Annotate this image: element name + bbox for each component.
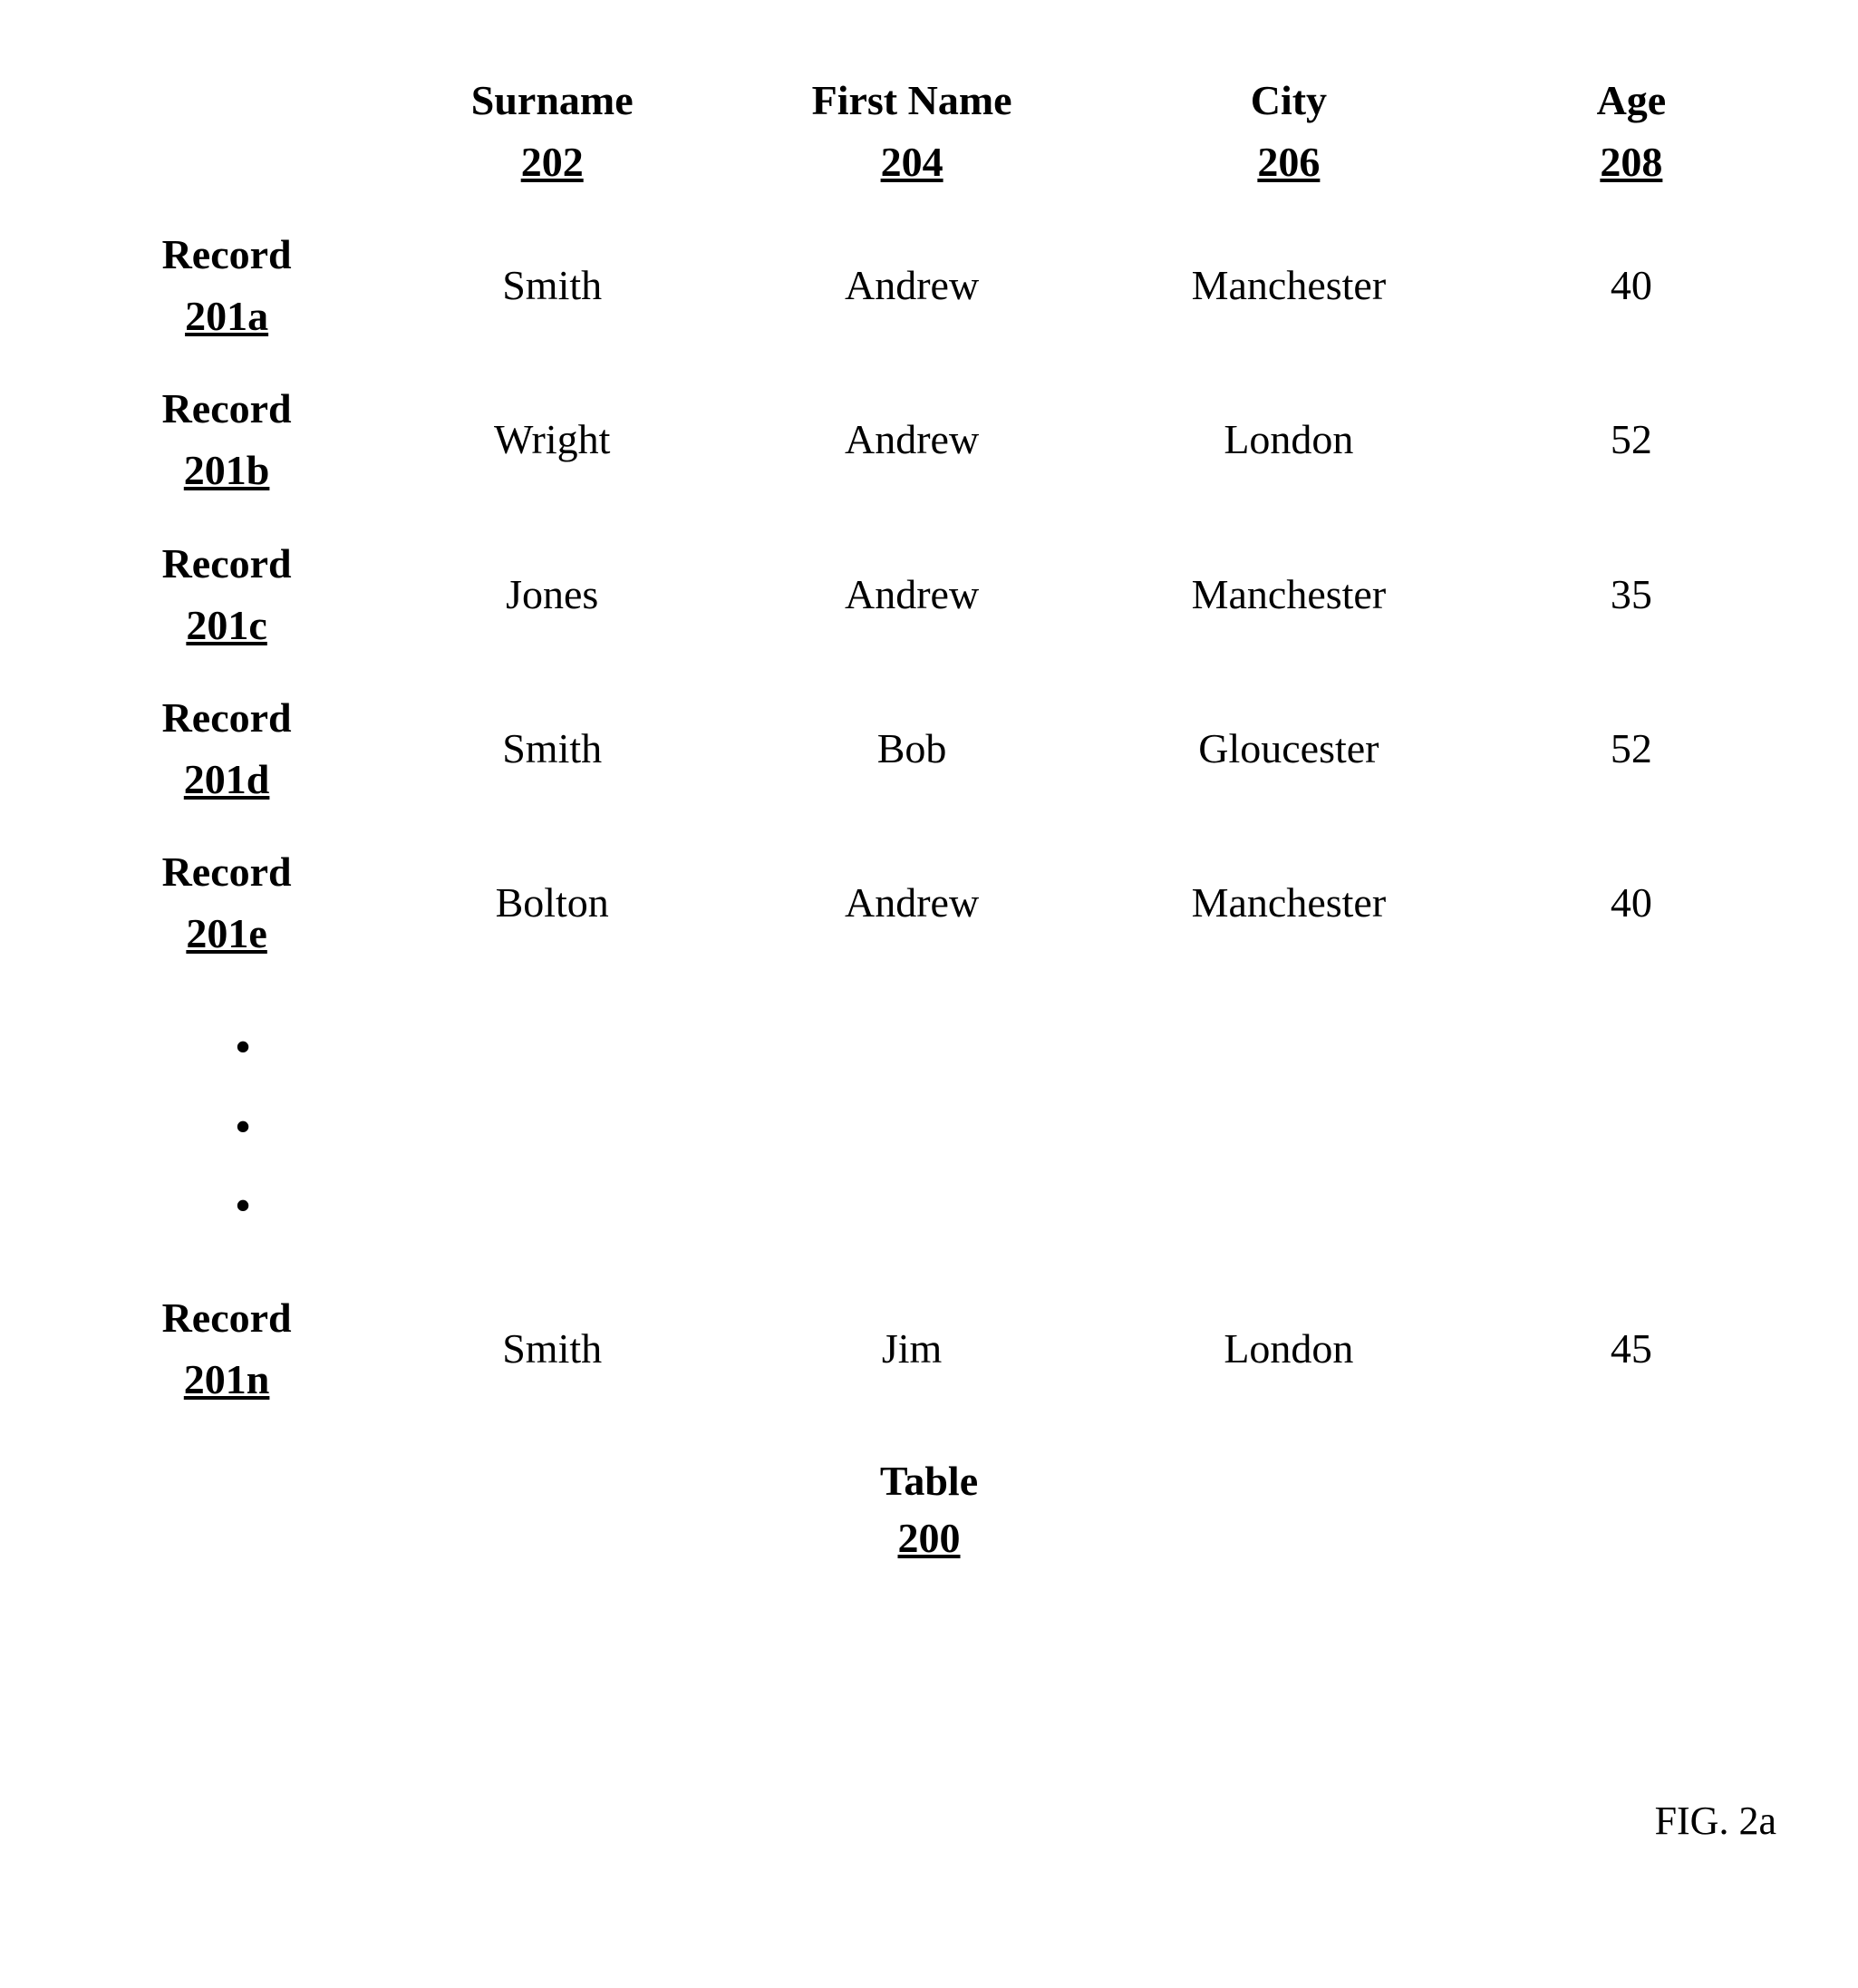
caption-ref: 200 [73,1514,1785,1562]
row-label: Record 201e [162,844,292,962]
row-label: Record 201c [162,536,292,654]
cell: London [1100,363,1477,517]
caption-title: Table [73,1457,1785,1505]
figure-label: FIG. 2a [73,1798,1785,1844]
col-header-city: City 206 [1251,73,1327,190]
table-row: Record 201n Smith Jim London 45 [73,1272,1785,1426]
cell: Andrew [723,208,1100,363]
row-label: Record 201b [162,381,292,499]
cell: Smith [381,1272,723,1426]
col-header-age: Age 208 [1597,73,1667,190]
ellipsis-dot: • [236,1087,1785,1166]
header-row: Surname 202 First Name 204 City 206 Age [73,54,1785,208]
cell: Gloucester [1100,672,1477,826]
col-header-surname: Surname 202 [471,73,634,190]
cell: Bob [723,672,1100,826]
records-table-upper: Surname 202 First Name 204 City 206 Age [73,54,1785,980]
row-label: Record 201n [162,1290,292,1408]
cell: Manchester [1100,208,1477,363]
cell: Smith [381,208,723,363]
cell: 52 [1477,363,1785,517]
row-label: Record 201d [162,690,292,808]
cell: Andrew [723,826,1100,980]
table-row: Record 201a Smith Andrew Manchester 40 [73,208,1785,363]
table-row: Record 201d Smith Bob Gloucester 52 [73,672,1785,826]
row-label: Record 201a [162,227,292,344]
ellipsis-dot: • [236,1007,1785,1086]
cell: Jones [381,518,723,672]
col-header-firstname: First Name 204 [812,73,1012,190]
cell: 35 [1477,518,1785,672]
cell: 40 [1477,208,1785,363]
cell: 40 [1477,826,1785,980]
ellipsis-dot: • [236,1166,1785,1245]
cell: Bolton [381,826,723,980]
cell: Manchester [1100,826,1477,980]
cell: 45 [1477,1272,1785,1426]
table-row: Record 201b Wright Andrew London 52 [73,363,1785,517]
cell: London [1100,1272,1477,1426]
cell: 52 [1477,672,1785,826]
cell: Jim [723,1272,1100,1426]
ellipsis: • • • [73,980,1785,1272]
table-caption: Table 200 [73,1457,1785,1562]
cell: Smith [381,672,723,826]
table-row: Record 201e Bolton Andrew Manchester 40 [73,826,1785,980]
records-table-lower: Record 201n Smith Jim London 45 [73,1272,1785,1426]
table-row: Record 201c Jones Andrew Manchester 35 [73,518,1785,672]
cell: Manchester [1100,518,1477,672]
cell: Wright [381,363,723,517]
cell: Andrew [723,518,1100,672]
cell: Andrew [723,363,1100,517]
